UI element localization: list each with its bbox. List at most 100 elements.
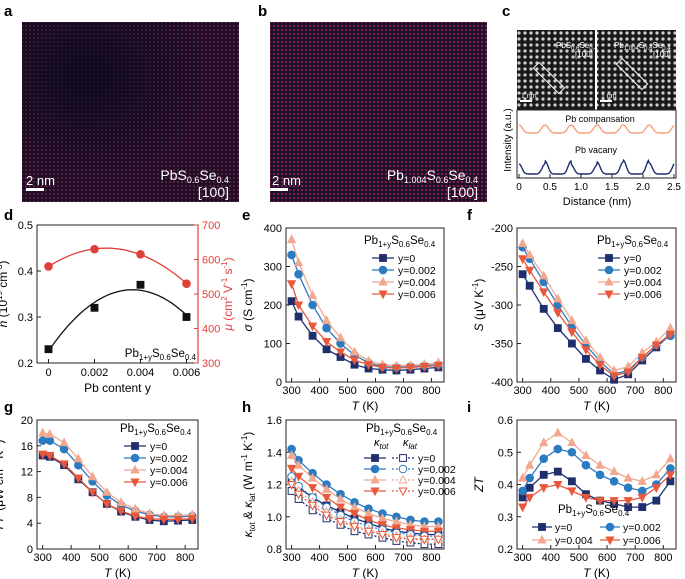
chart-title: Pb1+yS0.6Se0.4: [366, 423, 438, 437]
composition-label-a: PbS0.6Se0.4: [160, 167, 229, 185]
data-point: [567, 328, 577, 338]
x-axis-label: T (K): [583, 566, 610, 579]
data-point-n: [136, 280, 145, 289]
y-tick-label: 0.4: [498, 480, 513, 492]
y-axis-label: κtot & κlat (W m-1 K-1): [240, 432, 257, 538]
data-point: [349, 509, 360, 519]
data-point: [651, 469, 661, 479]
y-tick-label: 16: [21, 441, 33, 453]
inset-left-label: PbS0.6Se0.4: [556, 41, 598, 52]
data-point: [391, 534, 402, 543]
y-axis-label: σ (S cm-1): [240, 278, 255, 331]
data-point: [651, 484, 661, 493]
x-tick-label: 800: [422, 552, 440, 564]
y2-tick-label: 400: [202, 324, 220, 336]
data-point-n: [182, 313, 191, 321]
x-tick-label: 0: [45, 367, 51, 379]
direction-label-a: [100]: [198, 184, 229, 200]
data-point: [419, 363, 430, 372]
legend-marker: [604, 265, 614, 275]
y-tick-label: 12: [21, 467, 33, 479]
y-tick-label: -300: [491, 300, 513, 312]
data-point: [553, 324, 562, 333]
y2-tick-label: 500: [202, 289, 220, 301]
x-tick-label: 500: [338, 552, 356, 564]
data-point: [665, 330, 676, 340]
legend-marker: [370, 474, 380, 484]
legend-label: y=0: [398, 253, 415, 265]
data-point: [517, 255, 528, 265]
data-point: [518, 486, 527, 496]
data-point: [517, 472, 528, 482]
data-point: [87, 488, 98, 498]
legend-label: y=0.004: [555, 535, 593, 547]
chart-e: 300 400 500 600 700 800 0 100 200 300 400 T (K) σ (S…: [240, 223, 445, 413]
scale-label-a: 2 nm: [26, 173, 55, 188]
chart-d: 0 0.002 0.004 0.006 0.2 0.3 0.4 0.5 300 400 500 600…: [0, 220, 235, 395]
chart-i: 300 400 500 600 700 800 0.2 0.3 0.4 0.5 0.6 T (K) ZT…: [472, 415, 677, 579]
legend-marker: [130, 478, 140, 488]
legend-marker-hollow: [399, 454, 407, 462]
data-point: [116, 507, 126, 517]
data-point: [286, 450, 297, 460]
data-point-n: [44, 345, 53, 354]
x-tick-label: 400: [542, 552, 560, 564]
data-point: [38, 436, 47, 445]
panel-b-stem-image: 2 nm Pb1.004S0.6Se0.4 [100]: [270, 22, 487, 202]
legend-label: y=0.006: [150, 477, 188, 489]
y-tick-label: 100: [264, 339, 282, 351]
x-tick-label: 0.002: [81, 367, 109, 379]
data-point: [637, 476, 647, 485]
data-point: [38, 450, 48, 460]
data-point: [173, 515, 183, 525]
legend-label: y=0: [624, 253, 641, 265]
legend-marker: [538, 523, 546, 531]
data-point: [321, 338, 332, 347]
data-point: [595, 497, 605, 506]
data-point: [187, 515, 197, 524]
data-point: [525, 493, 535, 503]
data-point: [539, 454, 549, 464]
svg-text:[100]: [100]: [575, 50, 593, 59]
data-point: [293, 257, 304, 267]
panel-c-xtick: 0.5: [543, 182, 557, 193]
y-tick-label: 0.6: [498, 415, 513, 427]
panel-label-g: g: [4, 399, 13, 416]
data-point: [307, 322, 318, 332]
data-point: [539, 437, 549, 447]
legend-label: y=0.002: [623, 522, 661, 534]
data-point: [623, 368, 633, 378]
y-tick-label: 400: [264, 223, 282, 235]
data-point: [59, 437, 69, 447]
panel-label-f: f: [467, 207, 473, 224]
panel-c: PbS0.6Se0.4 [100] Pb1.004S0.6Se0.4 [100]…: [503, 30, 681, 208]
y-tick-label: 0.2: [498, 544, 513, 556]
y-tick-label: 1.0: [267, 512, 282, 524]
data-point: [322, 345, 331, 354]
data-point: [525, 473, 534, 483]
panel-c-axes: [516, 109, 677, 179]
legend-marker: [537, 534, 547, 544]
data-point: [553, 444, 563, 454]
data-point-mu: [44, 262, 53, 271]
data-point: [518, 270, 527, 279]
legend-marker: [130, 453, 140, 463]
x-tick-label: 700: [148, 552, 166, 564]
x-tick-label: 800: [654, 385, 672, 397]
data-point: [567, 477, 576, 486]
chart-title: Pb1+yS0.6Se0.4: [364, 235, 436, 249]
y-axis-label-right: μ (cm2 V-1 s-1): [220, 257, 235, 331]
plot-frame: [36, 419, 199, 550]
data-point: [144, 515, 155, 524]
legend-marker: [605, 254, 613, 262]
y2-tick-label: 300: [202, 358, 220, 370]
y-tick-label: 0.3: [18, 312, 33, 324]
legend-marker: [604, 276, 614, 286]
y-tick-label: -200: [491, 223, 513, 235]
data-point: [582, 354, 590, 363]
legend-label: y=0.002: [150, 453, 188, 465]
legend-label: y=0.002: [624, 265, 662, 277]
legend-marker-hollow: [398, 474, 408, 484]
data-point: [335, 493, 346, 503]
data-point: [405, 363, 416, 373]
